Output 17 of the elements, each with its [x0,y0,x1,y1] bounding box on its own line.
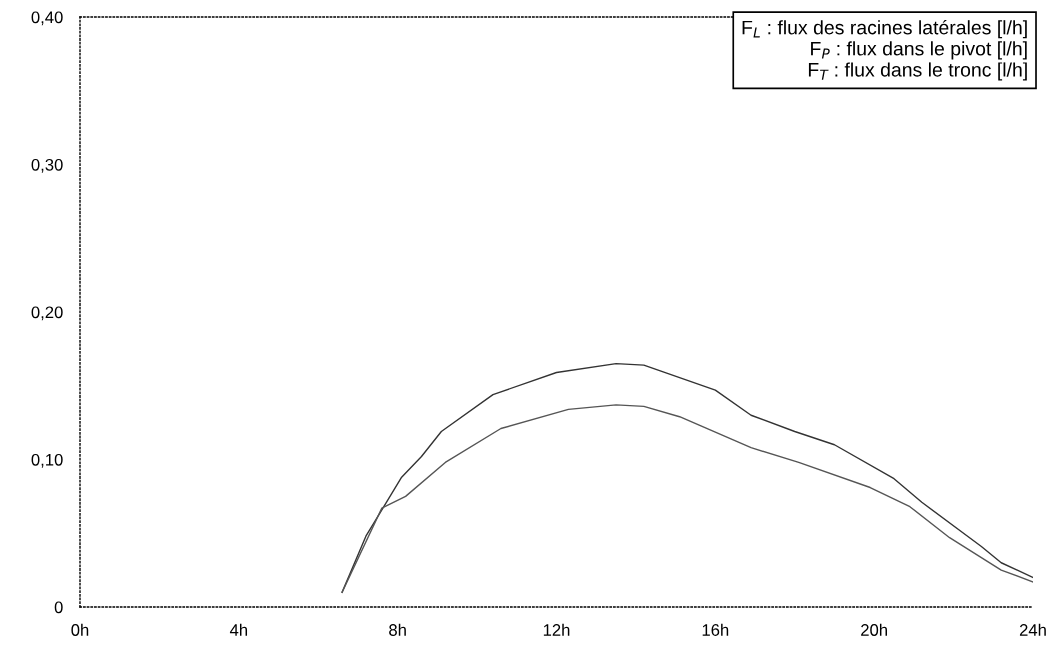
x-tick-label: 20h [861,623,887,636]
x-tick-label: 4h [229,623,248,636]
y-tick-label: 0,20 [31,306,63,321]
y-tick-label: 0,10 [31,453,63,468]
annotation: F$_{T}$ : flux dans le tronc [l/h] [808,62,1027,81]
x-tick-label: 8h [389,623,406,636]
y-tick-label: 0 [54,601,63,614]
y-tick-label: 0,40 [31,11,63,26]
line-series [341,362,1033,593]
x-tick-label: 24h [1019,623,1046,636]
line-series [341,404,1033,593]
y-tick-label: 0,30 [31,158,63,173]
annotation: F$_{L}$ : flux des racines latérales [l/h] [742,19,1027,39]
x-tick-label: 12h [543,623,570,636]
x-tick-label: 0h [71,623,89,636]
annotation: F$_{P}$ : flux dans le pivot [l/h] [811,41,1027,60]
x-tick-label: 16h [702,623,729,636]
